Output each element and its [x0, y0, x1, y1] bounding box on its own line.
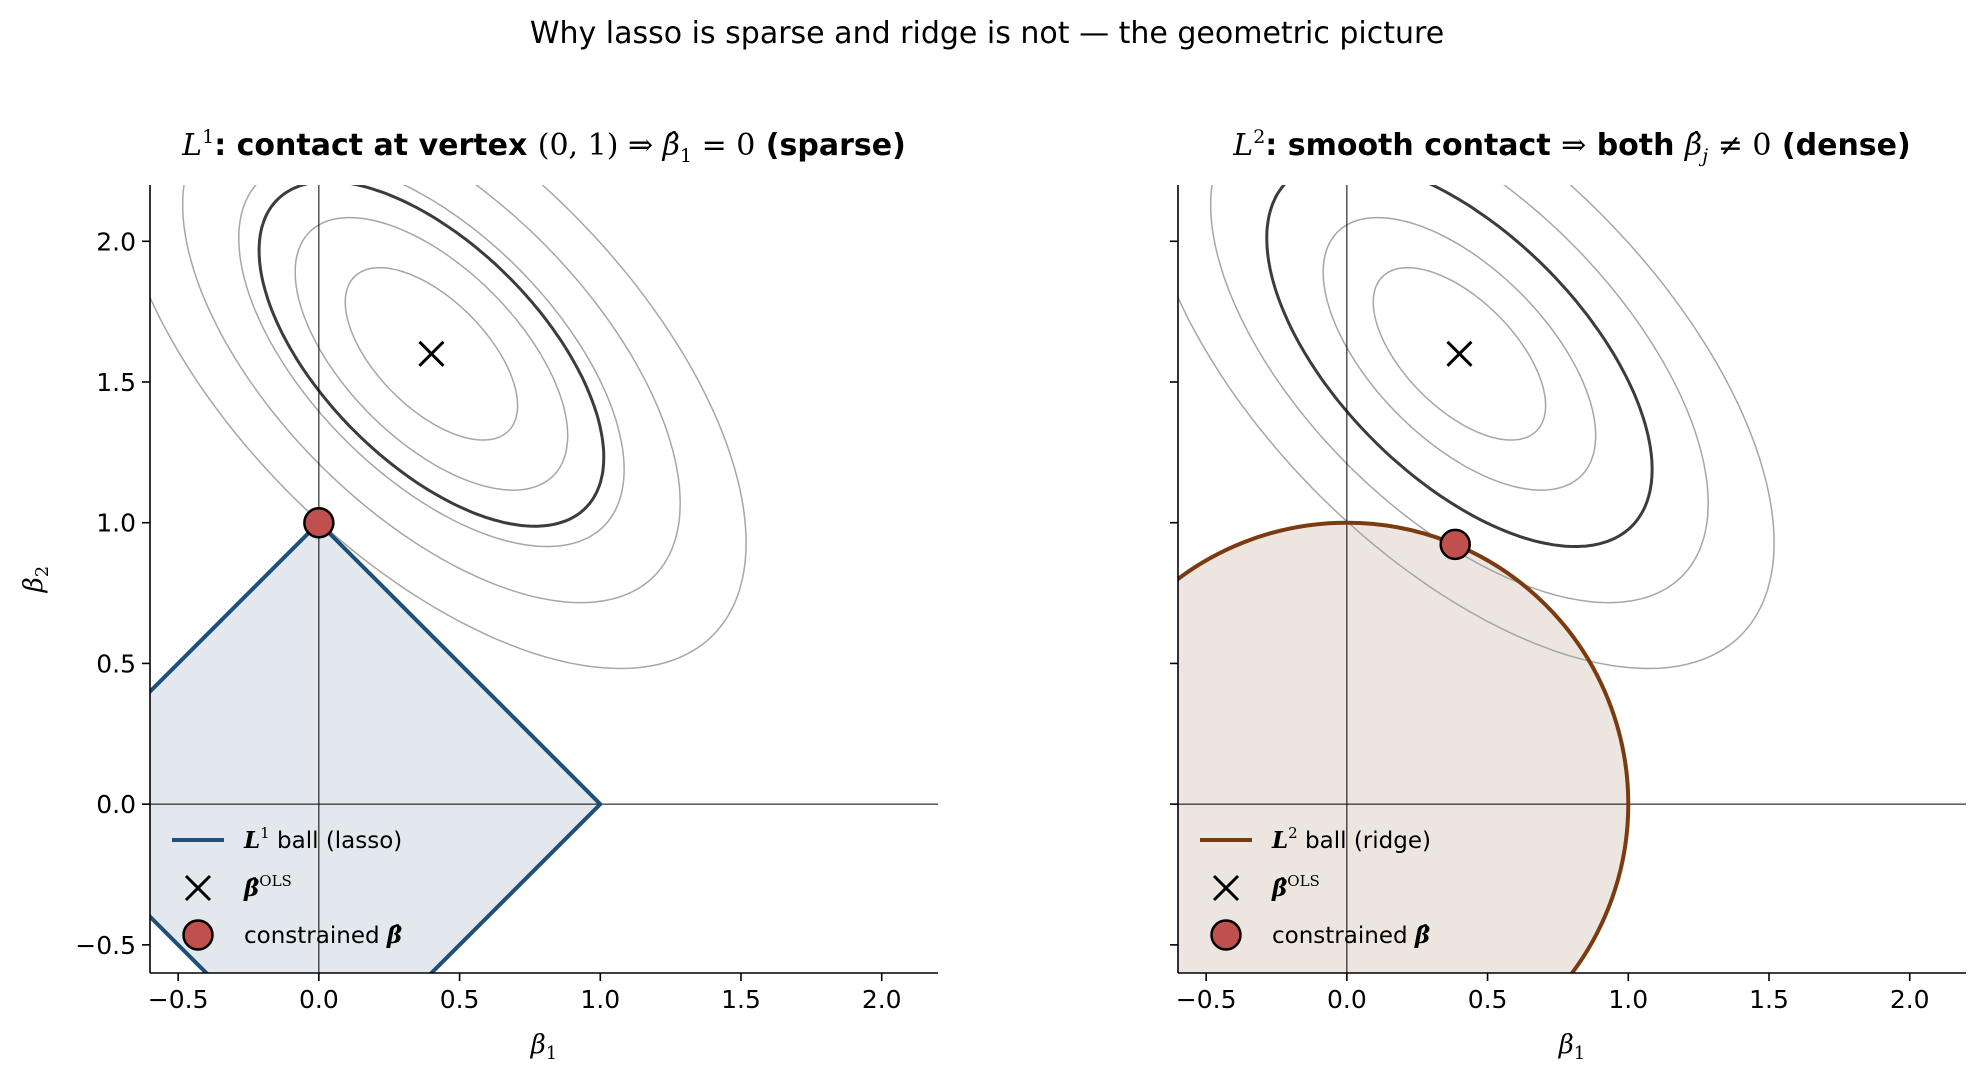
y-tick-label: 1.0: [96, 509, 136, 538]
legend: L1 ball (lasso) β̂OLS constrained β̂: [172, 824, 402, 951]
legend-ols-swatch: [1212, 874, 1240, 902]
x-tick-label: 1.0: [1608, 985, 1648, 1014]
legend-label: L1 ball (lasso): [243, 824, 402, 854]
ridge-panel: −0.5 0.0 0.5 1.0 1.5 2.0 β1 L2: smooth contact …: [1170, 126, 1966, 1064]
legend-solution-swatch: [182, 919, 214, 951]
x-tick-label: 2.0: [862, 985, 902, 1014]
x-tick-label: 1.5: [721, 985, 761, 1014]
ols-marker: [418, 340, 445, 367]
contact-contour: [1265, 185, 1654, 548]
plot-area: [1178, 185, 1966, 973]
ols-marker: [1446, 340, 1473, 367]
loss-contour-4: [1178, 185, 1775, 670]
x-tick-label: 0.0: [299, 985, 339, 1014]
x-tick-label: 2.0: [1890, 985, 1930, 1014]
x-axis-label: β1: [1558, 1030, 1585, 1064]
legend: L2 ball (ridge) β̂OLS constrained β̂: [1200, 824, 1431, 951]
x-tick-label: 0.5: [440, 985, 480, 1014]
x-tick-label: 1.5: [1749, 985, 1789, 1014]
legend-solution-swatch: [1210, 919, 1242, 951]
loss-contour-4: [150, 185, 747, 670]
l2-ball-outline: [1178, 520, 1631, 973]
y-axis-label: β2: [19, 566, 53, 593]
x-tick-label: 0.0: [1327, 985, 1367, 1014]
legend-label: β̂OLS: [243, 872, 292, 902]
lasso-panel: −0.5 0.0 0.5 1.0 1.5 2.0 −0.5 0.0 0.5 1.0 1.5 2.0 β1…: [19, 126, 938, 1064]
loss-contour-3: [1209, 185, 1709, 604]
constrained-solution-marker: [303, 506, 335, 539]
y-tick-label: 1.5: [96, 368, 136, 397]
y-tick-label: 2.0: [96, 227, 136, 256]
x-tick-label: −0.5: [148, 985, 209, 1014]
y-tick-label: 0.5: [96, 649, 136, 678]
loss-contour-1: [294, 216, 569, 491]
y-tick-label: 0.0: [96, 790, 136, 819]
l1-ball-outline: [150, 519, 604, 973]
x-tick-label: −0.5: [1176, 985, 1237, 1014]
plot-area: [150, 185, 938, 973]
constrained-solution-marker: [1439, 528, 1471, 561]
contact-contour: [257, 185, 606, 528]
legend-label: constrained β̂: [244, 922, 402, 949]
legend-label: β̂OLS: [1271, 872, 1320, 902]
loss-contour-2: [238, 185, 625, 548]
loss-contour-3: [181, 185, 681, 604]
legend-label: constrained β̂: [1272, 922, 1430, 949]
x-tick-label: 0.5: [1468, 985, 1508, 1014]
loss-contour-1: [1322, 216, 1597, 491]
panel-title: L1: contact at vertex (0, 1) ⇒ β̂1 = 0 (…: [181, 126, 906, 167]
l1-ball-fill: [150, 522, 601, 973]
legend-label: L2 ball (ridge): [1271, 824, 1431, 854]
loss-contour-0: [1372, 266, 1547, 441]
panel-title: L2: smooth contact ⇒ both β̂j ≠ 0 (dense…: [1232, 126, 1910, 167]
figure-suptitle: Why lasso is sparse and ridge is not — t…: [530, 16, 1444, 51]
x-tick-label: 1.0: [580, 985, 620, 1014]
y-tick-label: −0.5: [75, 931, 136, 960]
x-axis-label: β1: [530, 1030, 557, 1064]
loss-contour-0: [344, 266, 519, 441]
legend-ols-swatch: [184, 874, 212, 902]
